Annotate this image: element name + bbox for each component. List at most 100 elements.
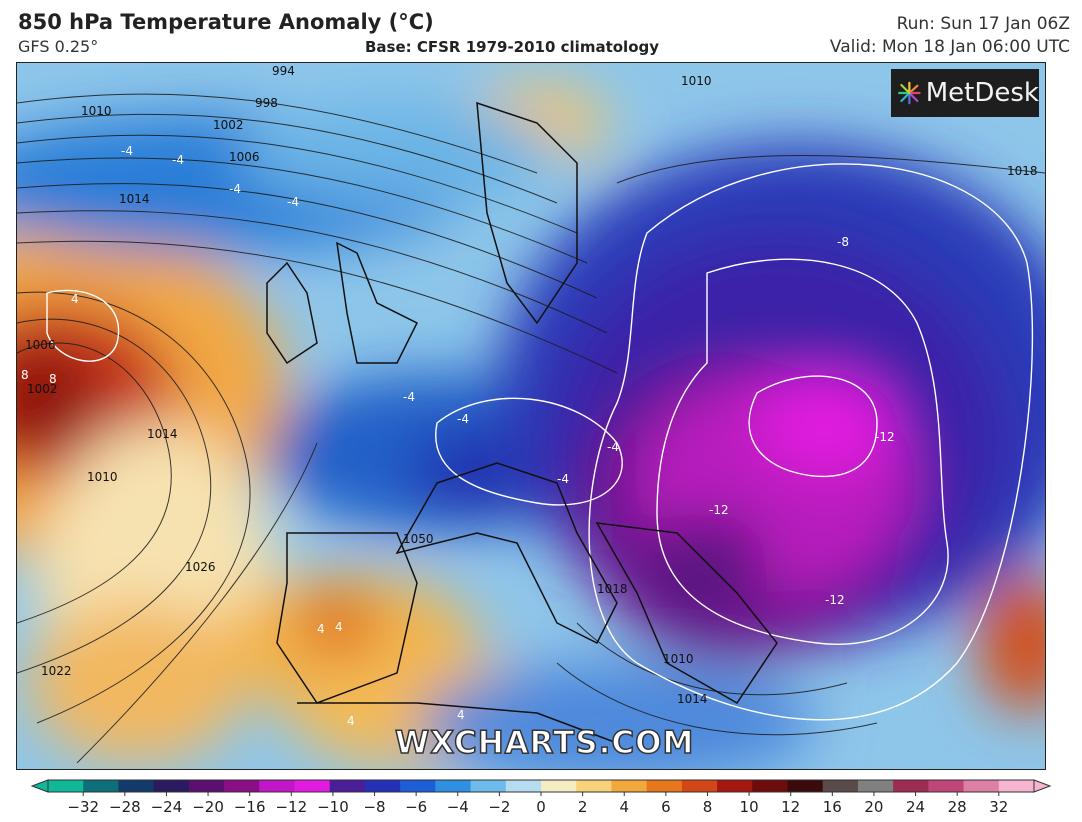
colorbar-tick-label: −2 [488, 798, 510, 816]
colorbar-tick-label: 6 [661, 798, 671, 816]
colorbar-swatch [928, 780, 965, 792]
colorbar-swatch [717, 780, 753, 792]
colorbar-swatch [435, 780, 472, 792]
colorbar-arrow-right [1033, 779, 1052, 793]
anomaly-label: -12 [875, 430, 895, 444]
colorbar-swatch [505, 780, 542, 792]
anomaly-label: 8 [49, 372, 57, 386]
colorbar-swatch [963, 780, 1000, 792]
isobar-label: 1002 [27, 382, 58, 396]
isobar-label: 1026 [185, 560, 216, 574]
isobar-label: 1006 [229, 150, 260, 164]
anomaly-label: 4 [335, 620, 343, 634]
colorbar-svg: −32 −28 −24 −20 −16 −12 −10 −8 −6 −4 −2 0 2 4 6 8 10 12 16… [30, 779, 1052, 816]
colorbar-swatch [224, 780, 260, 792]
colorbar-swatch [83, 780, 120, 792]
anomaly-label: -12 [825, 593, 845, 607]
chart-title: 850 hPa Temperature Anomaly (°C) [18, 10, 434, 34]
colorbar-swatch [188, 780, 225, 792]
colorbar-swatch [752, 780, 789, 792]
coastlines [266, 101, 778, 744]
colorbar-swatch [153, 780, 190, 792]
colorbar-swatch [822, 780, 859, 792]
colorbar-swatch [48, 780, 84, 792]
climatology-base-label: Base: CFSR 1979-2010 climatology [365, 38, 660, 56]
isobar-label: 1018 [1007, 164, 1038, 178]
anomaly-label: -4 [172, 153, 184, 167]
colorbar-tick-label: −8 [363, 798, 385, 816]
starburst-icon [898, 81, 921, 105]
metdesk-logo-text: MetDesk [925, 78, 1039, 108]
anomaly-label: 4 [347, 714, 355, 728]
colorbar-tick-label: 28 [948, 798, 967, 816]
colorbar-swatch [364, 780, 401, 792]
isobar-label: 998 [255, 96, 278, 110]
colorbar-swatch [893, 780, 929, 792]
isobar-label: 1010 [81, 104, 112, 118]
anomaly-label: 8 [21, 368, 29, 382]
colorbar-swatch [611, 780, 648, 792]
colorbar-tick-label: 4 [619, 798, 629, 816]
colorbar-tick-label: 16 [823, 798, 842, 816]
isobar-label: 1014 [147, 427, 178, 441]
colorbar-swatch [400, 780, 436, 792]
anomaly-label: -4 [457, 412, 469, 426]
colorbar: −32 −28 −24 −20 −16 −12 −10 −8 −6 −4 −2 0 2 4 6 8 10 12 16… [30, 778, 1054, 822]
run-time-label: Run: Sun 17 Jan 06Z [896, 14, 1070, 34]
colorbar-tick-label: −32 [67, 798, 99, 816]
colorbar-tick-label: −6 [405, 798, 427, 816]
isobar-label: 1018 [597, 582, 628, 596]
isobar-label: 994 [272, 64, 295, 78]
colorbar-tick-label: 12 [781, 798, 800, 816]
colorbar-tick-label: 2 [578, 798, 588, 816]
colorbar-arrow-left [30, 779, 49, 793]
isobar-label: 1022 [41, 664, 72, 678]
isobar-label: 1006 [25, 338, 56, 352]
colorbar-swatch [294, 780, 331, 792]
anomaly-label: -4 [557, 472, 569, 486]
colorbar-swatch [259, 780, 296, 792]
colorbar-swatch [541, 780, 577, 792]
anomaly-label: -4 [403, 390, 415, 404]
colorbar-swatch [470, 780, 507, 792]
model-label: GFS 0.25° [18, 37, 99, 56]
colorbar-tick-label: −12 [275, 798, 307, 816]
anomaly-label: -4 [287, 195, 299, 209]
watermark: WXCHARTS.COM [394, 724, 695, 762]
colorbar-tick-label: −16 [234, 798, 266, 816]
colorbar-swatch [329, 780, 366, 792]
colorbar-swatch [576, 780, 613, 792]
colorbar-tick-label: −4 [447, 798, 469, 816]
anomaly-label: 4 [457, 708, 465, 722]
anomaly-contours [46, 163, 1034, 721]
colorbar-swatch [787, 780, 824, 792]
colorbar-swatch [998, 780, 1035, 792]
colorbar-swatch [857, 780, 894, 792]
anomaly-map: 994 998 1002 1006 1010 1014 1010 1018 10… [16, 62, 1046, 770]
metdesk-logo: MetDesk [891, 69, 1039, 117]
isobar-label: 1010 [681, 74, 712, 88]
colorbar-swatch [646, 780, 683, 792]
anomaly-label: -4 [121, 144, 133, 158]
map-canvas: 994 998 1002 1006 1010 1014 1010 1018 10… [17, 63, 1045, 769]
colorbar-tick-label: 32 [989, 798, 1008, 816]
valid-time-label: Valid: Mon 18 Jan 06:00 UTC [829, 37, 1070, 57]
colorbar-tick-label: 8 [703, 798, 713, 816]
colorbar-tick-label: 24 [906, 798, 925, 816]
colorbar-tick-label: 0 [536, 798, 546, 816]
anomaly-label: -4 [607, 440, 619, 454]
anomaly-label: 4 [317, 622, 325, 636]
colorbar-tick-label: −10 [317, 798, 349, 816]
colorbar-swatch [681, 780, 718, 792]
colorbar-tick-label: 20 [864, 798, 883, 816]
colorbar-tick-label: 10 [740, 798, 759, 816]
colorbar-tick-label: −28 [109, 798, 141, 816]
isobar-label: 1050 [403, 532, 434, 546]
isobar-label: 1010 [87, 470, 118, 484]
colorbar-tick-label: −24 [151, 798, 183, 816]
anomaly-label: 4 [71, 292, 79, 306]
isobars [17, 93, 1045, 764]
isobar-label: 1014 [119, 192, 150, 206]
anomaly-label: -12 [709, 503, 729, 517]
isobar-label: 1002 [213, 118, 244, 132]
